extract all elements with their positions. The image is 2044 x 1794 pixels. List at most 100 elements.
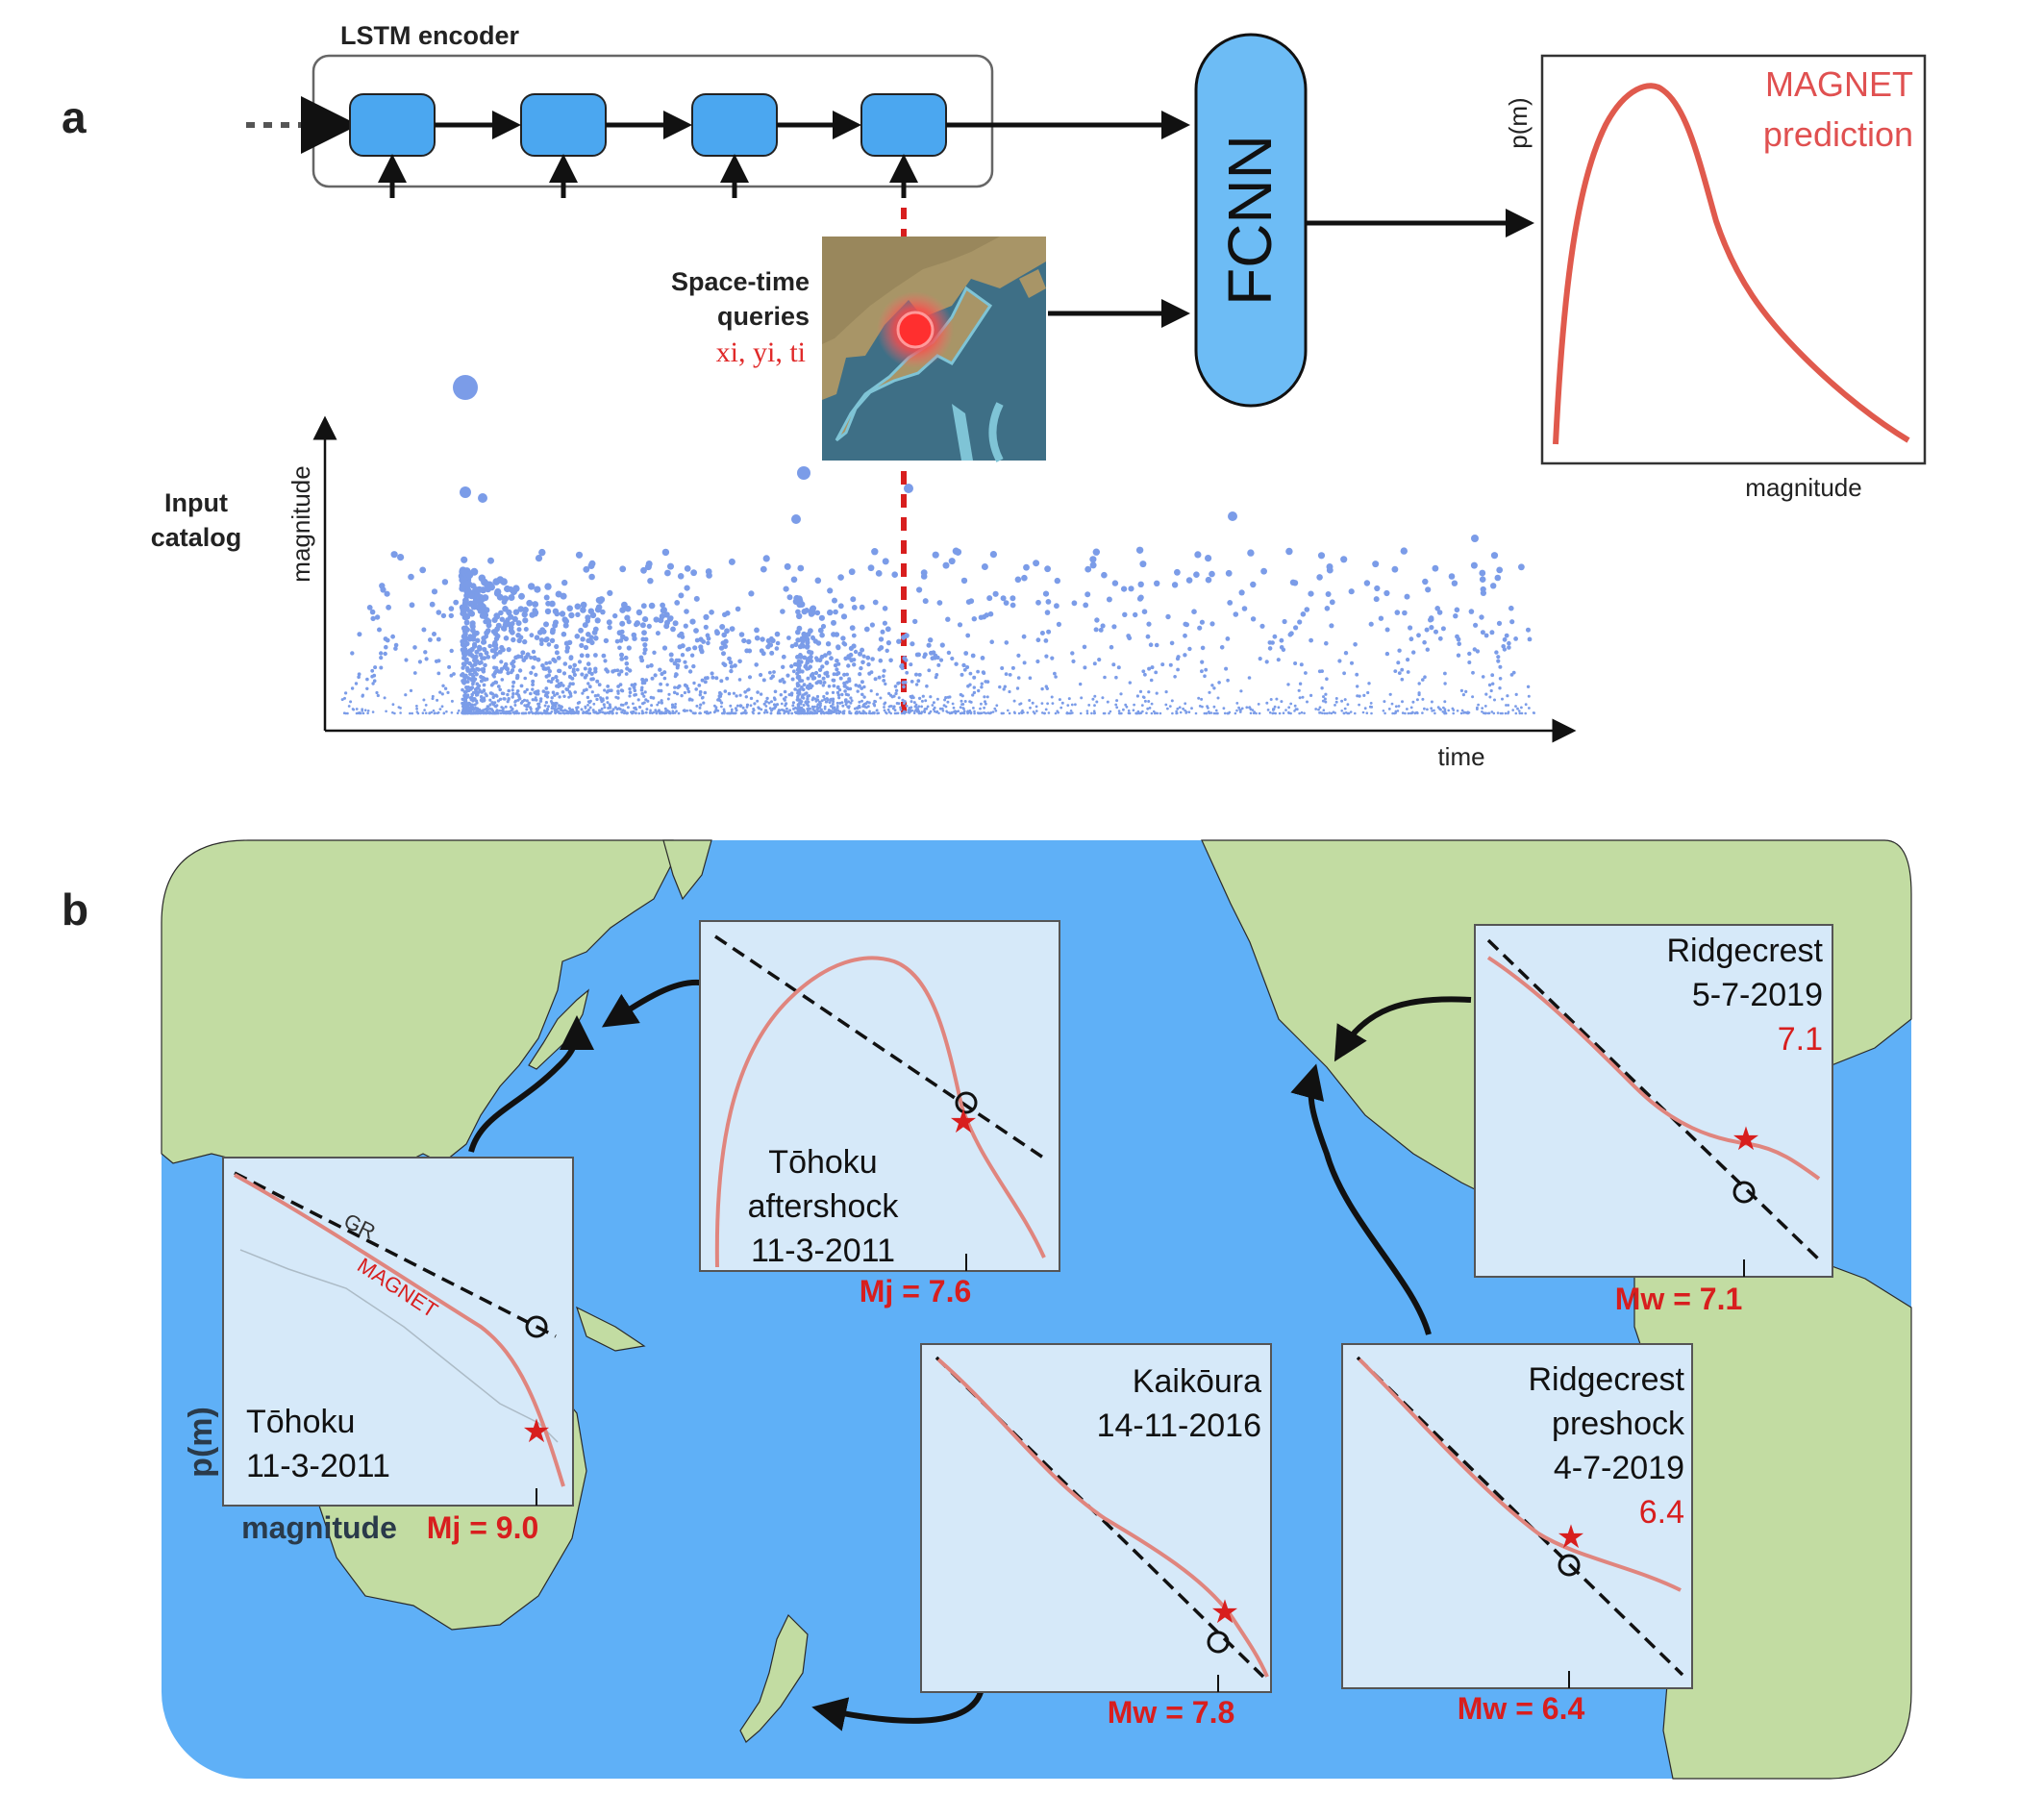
catalog-event [767,701,771,705]
catalog-event [899,708,903,711]
catalog-event [1520,711,1524,715]
catalog-event [970,653,976,659]
catalog-event [1464,710,1467,714]
catalog-event [661,548,670,557]
catalog-event [707,711,710,715]
catalog-event [1114,703,1118,707]
catalog-event [436,671,441,676]
catalog-event [1040,686,1044,691]
catalog-event [1083,602,1089,609]
catalog-event [856,707,860,710]
catalog-event [1154,580,1160,586]
catalog-event [909,662,913,667]
catalog-event [639,658,645,663]
catalog-event [926,642,932,648]
catalog-event [825,670,830,675]
catalog-event [865,706,868,710]
prediction-ylabel: p(m) [1504,97,1533,148]
catalog-event [568,709,572,712]
catalog-event [441,579,449,586]
catalog-event [523,704,527,708]
catalog-event [698,647,704,653]
catalog-event [698,636,704,642]
catalog-event [558,668,562,674]
catalog-event [933,655,937,660]
catalog-event [1467,651,1472,657]
catalog-event [912,711,916,714]
lstm-cell [349,93,436,157]
catalog-event [376,693,380,698]
catalog-event [640,566,647,574]
catalog-event [1109,644,1114,650]
catalog-event [1259,623,1265,629]
catalog-event [486,705,489,709]
catalog-event [593,694,598,698]
catalog-event [1132,709,1135,711]
catalog-event [588,573,595,581]
catalog-event [615,711,618,715]
catalog-event [1408,625,1413,631]
catalog-event [810,605,817,612]
catalog-event [1287,706,1291,710]
catalog-event [517,668,523,673]
catalog-event [800,685,804,689]
catalog-event [1406,708,1408,710]
catalog-event [959,711,962,715]
catalog-event [1508,605,1514,611]
catalog-event [897,696,901,700]
catalog-event [582,622,588,629]
catalog-event [502,595,510,603]
catalog-event [409,602,415,609]
catalog-event [754,662,759,667]
catalog-event [379,651,384,656]
catalog-event [483,698,486,702]
catalog-event [1372,561,1380,568]
catalog-event [528,583,536,590]
catalog-event [1343,651,1349,656]
catalog-event [869,689,873,693]
catalog-event [1046,702,1049,706]
catalog-event [628,686,632,691]
catalog-event [810,674,815,679]
catalog-event [887,691,891,696]
catalog-event [551,677,555,681]
catalog-event [870,657,875,661]
catalog-event [1317,552,1326,560]
catalog-event [976,669,980,674]
catalog-event [1410,711,1413,715]
catalog-event [526,599,534,607]
catalog-event [1479,614,1484,620]
catalog-event [538,548,546,557]
gr-marker [955,1091,978,1114]
catalog-event [918,696,922,701]
catalog-event [1147,690,1151,694]
catalog-event [983,710,985,714]
catalog-event [556,656,561,660]
catalog-event [1433,709,1435,712]
catalog-event [645,664,650,669]
catalog-event [833,709,836,711]
catalog-event [468,685,472,690]
catalog-event [1408,636,1414,642]
catalog-event [436,636,441,642]
catalog-event [1046,629,1052,635]
catalog-event [1391,565,1399,573]
catalog-event [547,705,550,709]
catalog-event [561,631,567,637]
catalog-event [1010,665,1015,670]
catalog-event [1128,586,1134,592]
catalog-event [649,662,654,668]
query-vars: xi, yi, ti [716,336,806,368]
catalog-event [586,709,590,711]
catalog-event [782,709,785,712]
catalog-event [893,685,898,688]
catalog-event [769,650,775,656]
catalog-event [1397,648,1402,653]
catalog-event [1154,670,1159,675]
catalog-event [772,703,777,707]
catalog-event [432,709,436,712]
catalog-event [461,656,466,660]
catalog-event [703,613,710,621]
catalog-event [1358,703,1360,707]
catalog-event [907,709,910,711]
